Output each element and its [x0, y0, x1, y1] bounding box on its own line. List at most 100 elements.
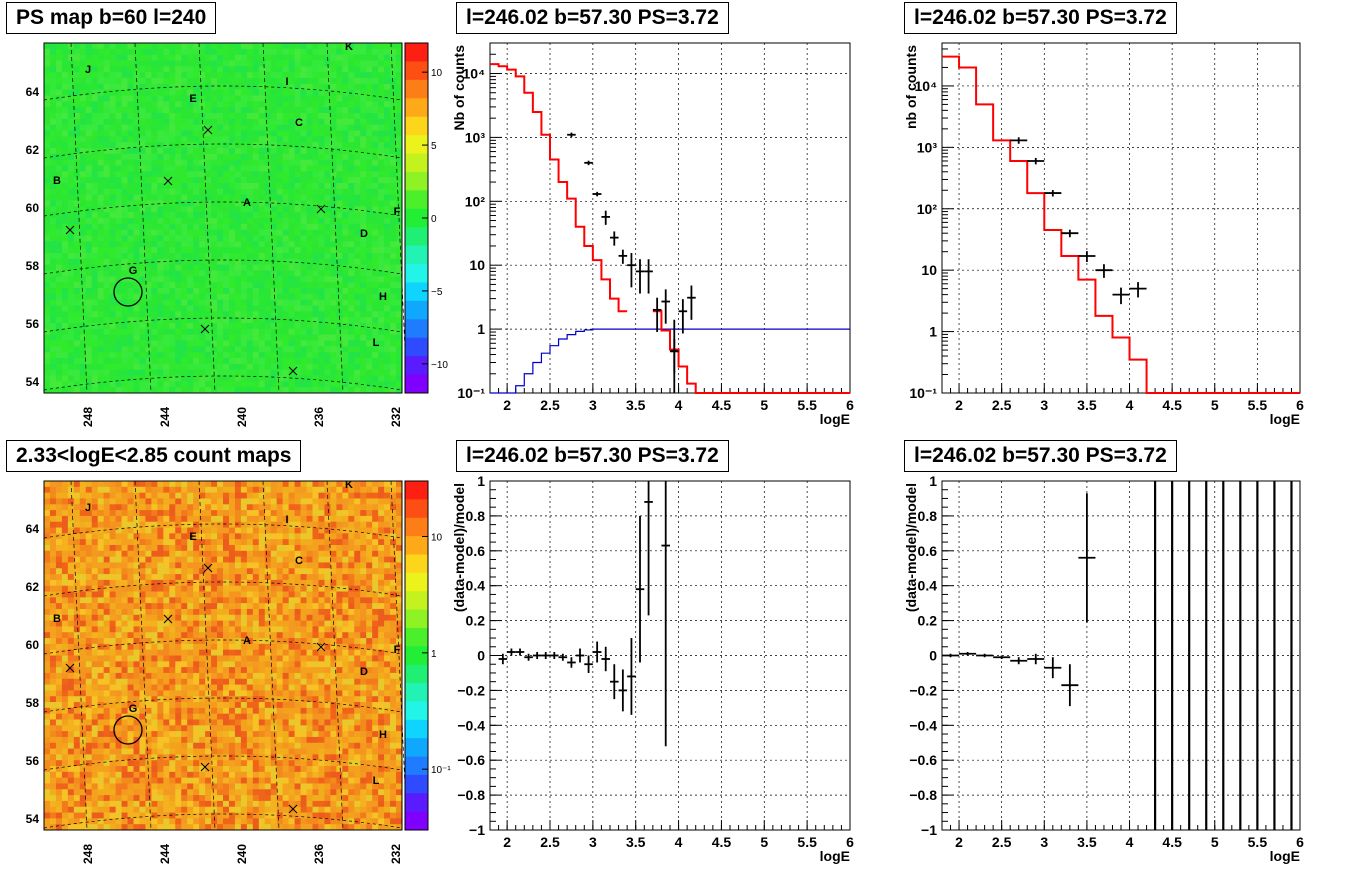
- map-pixel: [55, 200, 63, 207]
- map-pixel: [103, 270, 111, 277]
- map-pixel: [205, 171, 212, 178]
- map-pixel: [282, 358, 290, 365]
- map-pixel: [336, 95, 343, 102]
- map-pixel: [318, 282, 325, 289]
- map-pixel: [79, 107, 87, 114]
- map-pixel: [306, 282, 313, 289]
- map-pixel: [91, 363, 99, 371]
- map-pixel: [103, 247, 111, 254]
- map-pixel: [306, 212, 313, 219]
- map-pixel: [61, 684, 69, 691]
- map-pixel: [121, 206, 128, 213]
- map-pixel: [67, 95, 75, 102]
- map-pixel: [79, 136, 87, 143]
- map-pixel: [234, 387, 242, 394]
- map-pixel: [228, 107, 236, 114]
- map-pixel: [294, 293, 301, 301]
- map-pixel: [79, 527, 87, 534]
- map-pixel: [288, 305, 295, 312]
- map-pixel: [79, 200, 87, 207]
- map-pixel: [73, 504, 81, 511]
- map-pixel: [61, 591, 69, 598]
- map-pixel: [306, 159, 313, 166]
- map-pixel: [360, 136, 367, 143]
- map-pixel: [67, 153, 75, 161]
- map-pixel: [187, 206, 194, 213]
- map-pixel: [61, 638, 69, 645]
- map-pixel: [336, 340, 343, 347]
- map-pixel: [252, 48, 260, 56]
- map-pixel: [312, 258, 319, 266]
- map-pixel: [133, 218, 140, 225]
- map-pixel: [49, 118, 57, 126]
- map-pixel: [199, 188, 206, 196]
- map-pixel: [55, 533, 63, 540]
- map-pixel: [270, 340, 278, 347]
- map-pixel: [348, 328, 355, 336]
- map-pixel: [55, 43, 63, 50]
- map-pixel: [396, 124, 403, 131]
- map-pixel: [366, 311, 373, 318]
- map-pixel: [85, 800, 93, 808]
- map-pixel: [175, 165, 182, 172]
- x-tick-label: 244: [158, 407, 172, 427]
- map-pixel: [270, 258, 278, 266]
- map-pixel: [378, 183, 385, 190]
- map-pixel: [49, 550, 57, 558]
- map-pixel: [360, 148, 367, 155]
- map-pixel: [187, 153, 194, 161]
- map-pixel: [366, 369, 373, 376]
- map-pixel: [79, 556, 87, 563]
- map-pixel: [306, 264, 313, 271]
- map-pixel: [85, 270, 93, 277]
- map-pixel: [103, 305, 111, 312]
- map-pixel: [390, 130, 397, 137]
- map-pixel: [276, 153, 284, 161]
- map-pixel: [258, 305, 266, 312]
- map-pixel: [330, 95, 337, 102]
- map-pixel: [234, 165, 242, 172]
- map-pixel: [49, 789, 57, 796]
- map-pixel: [396, 183, 403, 190]
- map-pixel: [181, 340, 188, 347]
- map-pixel: [55, 608, 63, 616]
- map-pixel: [282, 89, 290, 96]
- map-pixel: [61, 323, 69, 330]
- map-pixel: [372, 305, 379, 312]
- map-pixel: [384, 247, 391, 254]
- map-pixel: [384, 288, 391, 295]
- map-pixel: [330, 276, 337, 283]
- colorbar-tick-label: −5: [431, 287, 443, 298]
- map-pixel: [91, 498, 99, 505]
- map-pixel: [97, 241, 105, 248]
- map-pixel: [91, 177, 99, 184]
- map-pixel: [294, 334, 301, 341]
- map-pixel: [73, 124, 81, 131]
- map-pixel: [73, 725, 81, 732]
- map-pixel: [193, 212, 200, 219]
- map-pixel: [390, 369, 397, 376]
- map-pixel: [55, 550, 63, 558]
- map-pixel: [300, 276, 307, 283]
- map-pixel: [73, 556, 81, 563]
- map-pixel: [121, 212, 128, 219]
- map-pixel: [324, 194, 331, 201]
- map-pixel: [366, 323, 373, 330]
- map-pixel: [360, 363, 367, 371]
- map-pixel: [67, 124, 75, 131]
- map-pixel: [354, 288, 361, 295]
- map-pixel: [211, 118, 218, 126]
- map-pixel: [193, 305, 200, 312]
- map-pixel: [61, 504, 69, 511]
- map-pixel: [49, 218, 57, 225]
- map-pixel: [127, 218, 134, 225]
- map-pixel: [306, 107, 313, 114]
- map-pixel: [330, 317, 337, 324]
- y-tick-label: 10: [469, 257, 485, 273]
- map-pixel: [193, 60, 200, 67]
- map-pixel: [342, 142, 349, 149]
- map-pixel: [348, 264, 355, 271]
- map-pixel: [282, 229, 290, 236]
- map-pixel: [246, 101, 254, 108]
- colorbar-segment: [405, 319, 428, 339]
